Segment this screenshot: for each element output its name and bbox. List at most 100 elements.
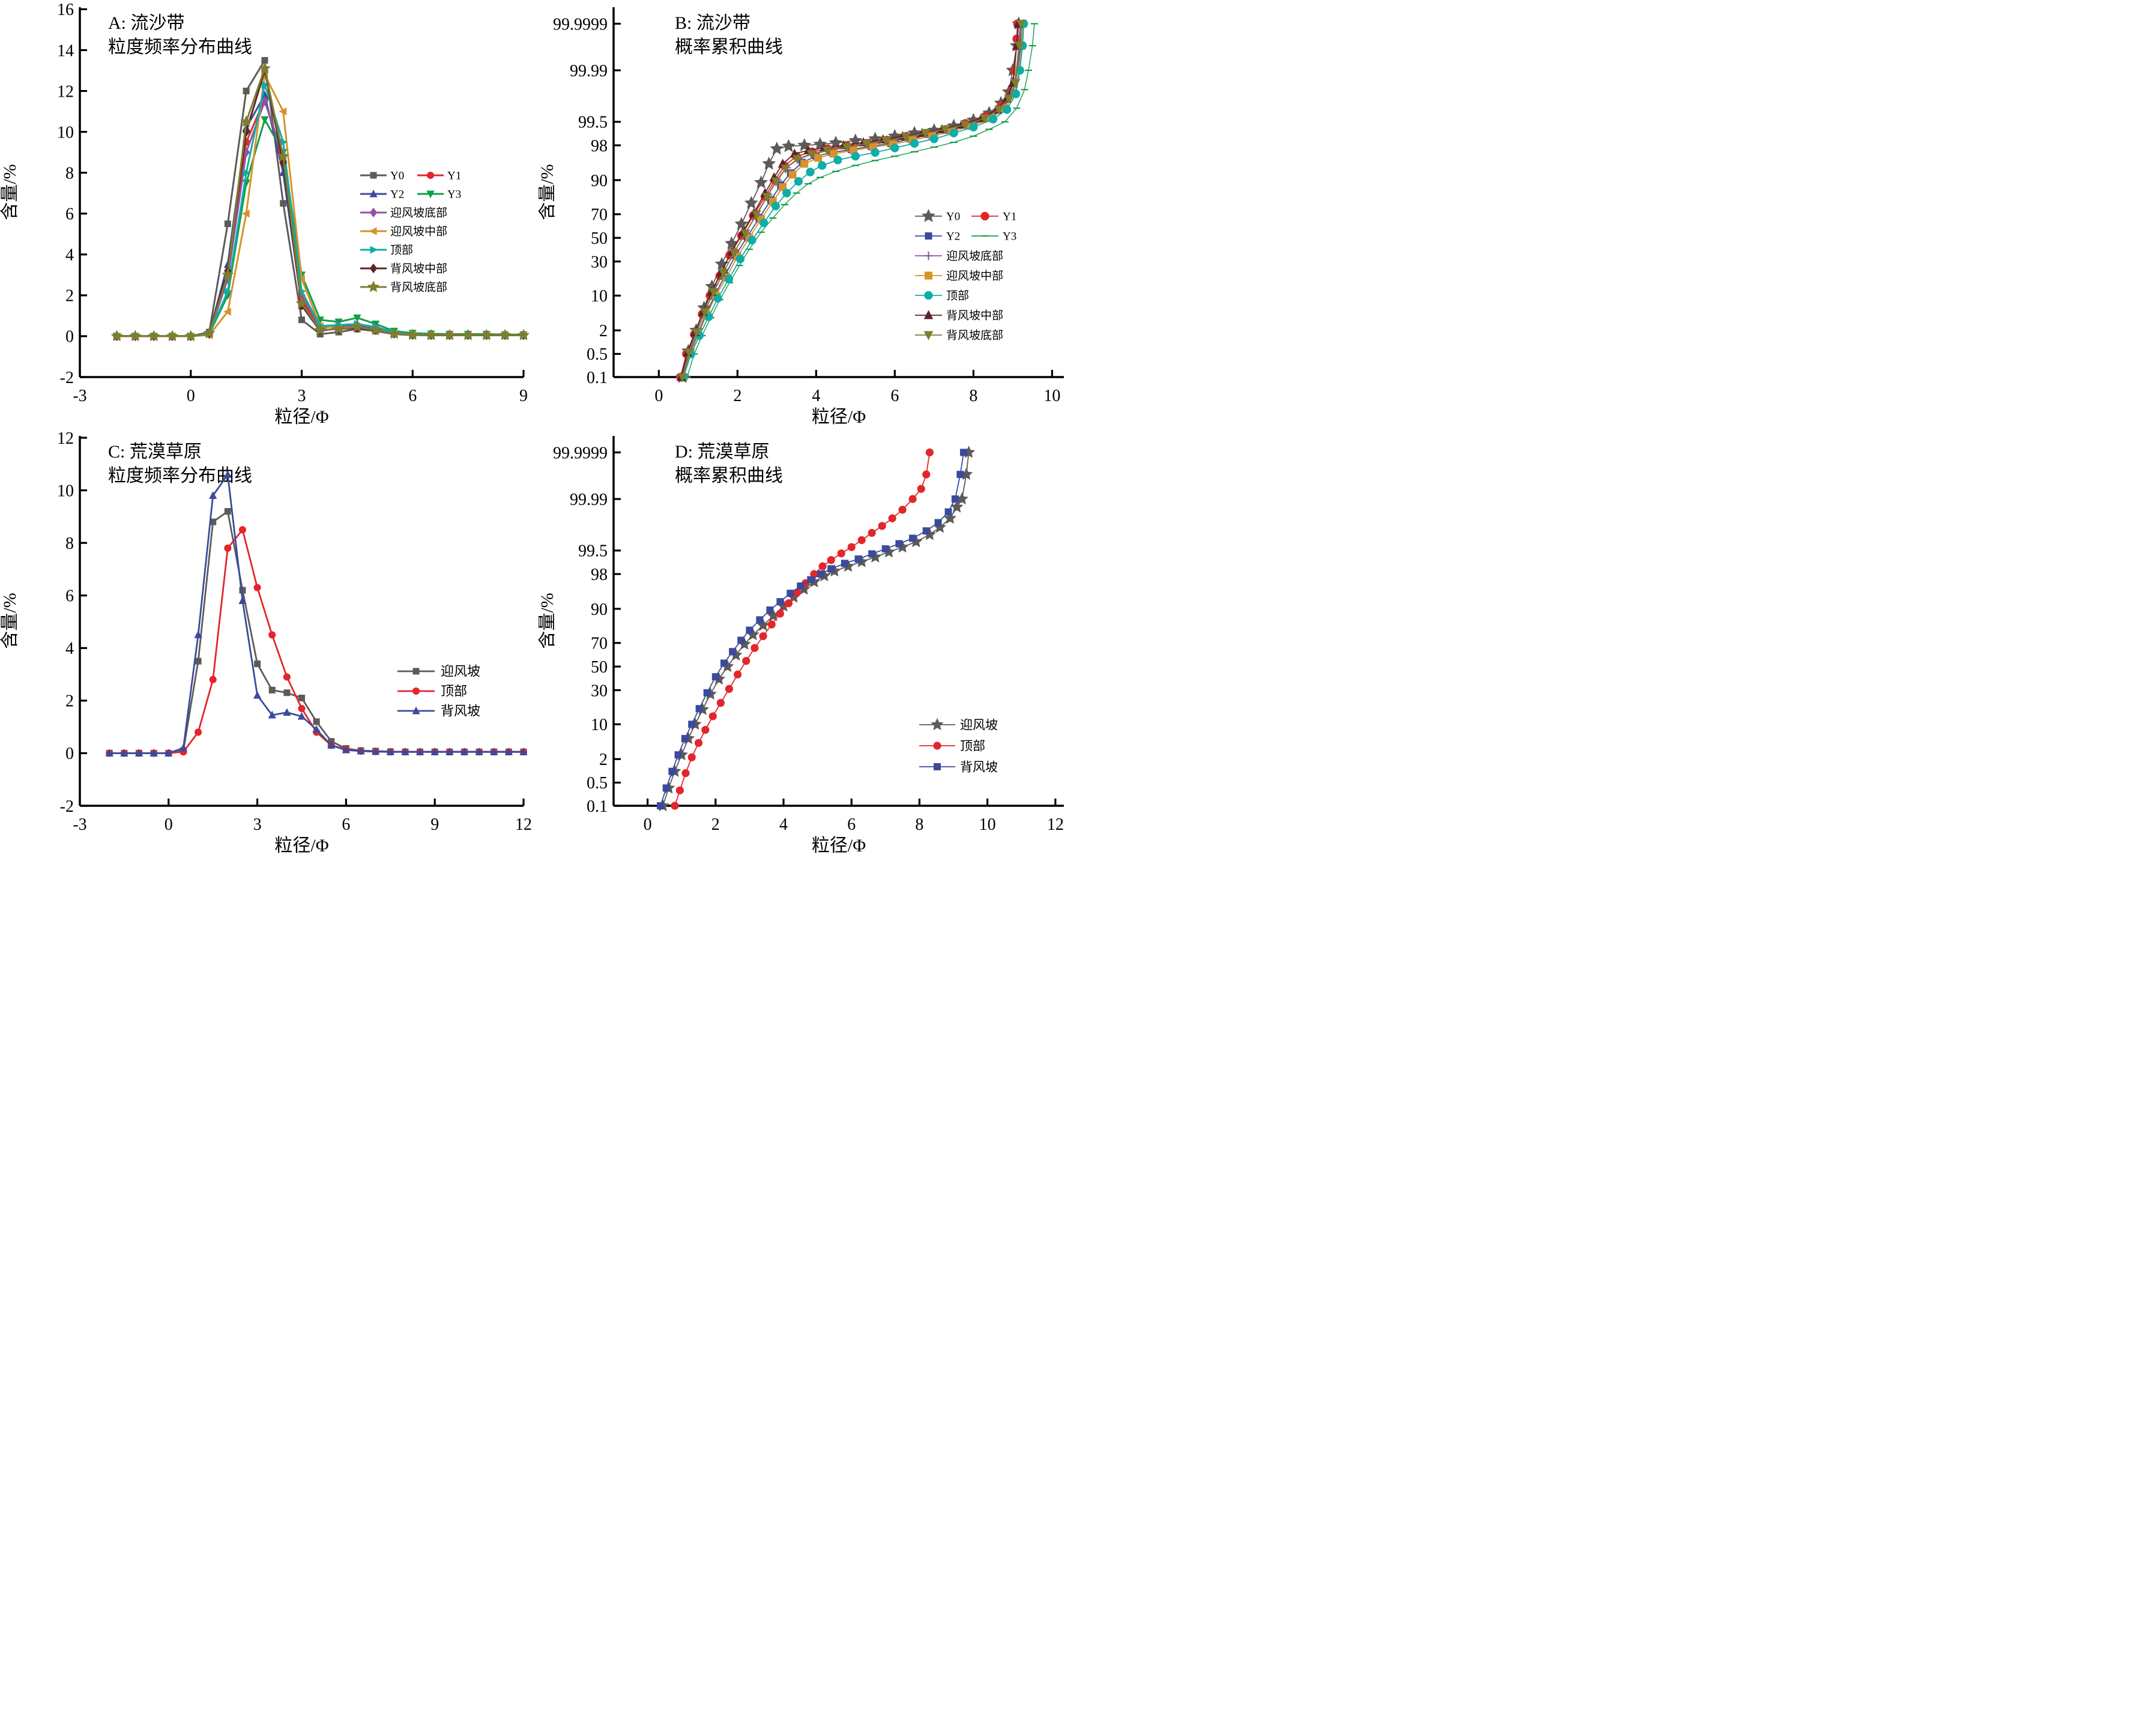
triangle-up-icon — [460, 747, 469, 755]
star-icon — [295, 297, 308, 309]
legend-item-迎风坡底部: 迎风坡底部 — [915, 250, 1003, 263]
legend-item-顶部: 顶部 — [919, 739, 985, 753]
square-icon — [261, 56, 268, 64]
series-背风坡中部 — [676, 18, 1023, 381]
triangle-down-icon — [353, 314, 361, 322]
triangle-down-icon — [979, 114, 989, 124]
legend-item-背风坡底部: 背风坡底部 — [915, 329, 1003, 342]
square-icon — [746, 626, 753, 634]
square-icon — [895, 540, 903, 548]
y-axis-label: 含量/% — [539, 593, 557, 648]
series-line-Y0 — [681, 23, 1019, 378]
x-tick-label: -3 — [73, 815, 86, 834]
triangle-down-icon — [1016, 20, 1026, 29]
circle-icon — [725, 684, 734, 693]
circle-icon — [782, 189, 791, 198]
x-tick-label: 2 — [711, 815, 720, 834]
x-tick-label: 6 — [847, 815, 856, 834]
star-icon — [258, 62, 271, 74]
star-icon — [277, 150, 289, 162]
circle-icon — [750, 644, 759, 652]
square-icon — [224, 220, 231, 228]
series-Y0 — [113, 56, 527, 340]
circle-icon — [253, 584, 261, 591]
circle-icon — [238, 526, 247, 534]
star-icon — [931, 718, 944, 731]
star-icon — [462, 328, 474, 340]
series-Y1 — [113, 95, 528, 340]
series-Y2 — [112, 91, 528, 340]
triangle-up-icon — [519, 747, 528, 755]
triangle-right-icon — [261, 80, 270, 89]
square-icon — [298, 694, 305, 701]
star-icon — [714, 256, 729, 270]
square-icon — [412, 668, 420, 675]
triangle-left-icon — [279, 107, 287, 116]
triangle-right-icon — [370, 246, 378, 254]
square-icon — [787, 590, 794, 597]
triangle-up-icon — [253, 690, 262, 699]
legend-label: Y0 — [390, 170, 404, 183]
legend-item-Y2: Y2 — [360, 189, 404, 201]
circle-icon — [283, 673, 291, 681]
triangle-down-icon — [822, 146, 832, 156]
series-迎风坡中部 — [680, 20, 1027, 381]
triangle-up-icon — [105, 749, 113, 757]
circle-icon — [713, 294, 722, 303]
legend-item-Y0: Y0 — [360, 170, 404, 183]
series-line-顶部 — [674, 452, 931, 806]
square-icon — [280, 200, 287, 207]
triangle-up-icon — [327, 741, 336, 749]
x-tick-label: 10 — [979, 815, 996, 834]
legend-label: 背风坡底部 — [946, 329, 1003, 342]
square-icon — [817, 570, 825, 578]
panel-cell-D: 0 2 4 6 8 10 12 0.1 0.5 2 10 30 50 70 90 98 99.5 99.99 99.… — [539, 429, 1077, 857]
triangle-left-icon — [369, 227, 377, 235]
legend-label: Y2 — [390, 189, 404, 201]
panel-B-cumulative-chart: 0 2 4 6 8 10 0.1 0.5 2 10 30 50 70 90 98 99.5 99.99 99.99… — [539, 7, 1064, 427]
y-tick-label: 0.5 — [587, 774, 608, 793]
square-icon — [934, 519, 942, 527]
square-icon — [766, 606, 774, 614]
y-tick-label: 2 — [65, 692, 74, 711]
series-line-迎风坡底部 — [681, 23, 1021, 378]
series-迎风坡底部 — [677, 19, 1024, 382]
legend-label: 迎风坡底部 — [946, 250, 1003, 263]
triangle-up-icon — [415, 747, 424, 755]
y-tick-label: 0.1 — [587, 797, 608, 816]
circle-icon — [776, 609, 784, 618]
square-icon — [909, 534, 917, 542]
square-icon — [703, 689, 711, 696]
triangle-up-icon — [475, 747, 483, 755]
series-背风坡 — [657, 449, 968, 810]
series-Y3 — [683, 23, 1038, 378]
triangle-down-icon — [708, 288, 719, 297]
triangle-down-icon — [806, 150, 817, 159]
triangle-up-icon — [223, 470, 232, 478]
series-line-背风坡中部 — [680, 23, 1019, 378]
series-顶部 — [671, 448, 934, 810]
triangle-left-icon — [297, 275, 305, 283]
series-顶部 — [113, 80, 528, 340]
triangle-down-icon — [923, 331, 934, 340]
star-icon — [222, 268, 234, 280]
triangle-down-icon — [881, 136, 891, 146]
y-tick-label: 98 — [591, 566, 608, 584]
triangle-up-icon — [342, 745, 350, 754]
panel-cell-C: -3 0 3 6 9 12 -2 0 2 4 6 8 10 12 粒径/Φ 含量/% C: 荒漠草原 粒度频率分布… — [0, 429, 539, 857]
triangle-down-icon — [901, 133, 911, 142]
circle-icon — [771, 202, 781, 211]
star-icon — [746, 627, 759, 641]
panel-title-line: C: 荒漠草原 — [108, 442, 202, 462]
triangle-up-icon — [297, 711, 306, 720]
square-icon — [868, 550, 876, 558]
circle-icon — [929, 134, 938, 144]
circle-icon — [724, 274, 734, 283]
circle-icon — [742, 657, 750, 665]
x-axis-label: 粒径/Φ — [812, 407, 866, 427]
x-tick-label: 12 — [515, 815, 532, 834]
circle-icon — [209, 675, 217, 683]
square-icon — [283, 689, 291, 696]
star-icon — [110, 330, 123, 342]
y-tick-label: 10 — [57, 123, 74, 142]
